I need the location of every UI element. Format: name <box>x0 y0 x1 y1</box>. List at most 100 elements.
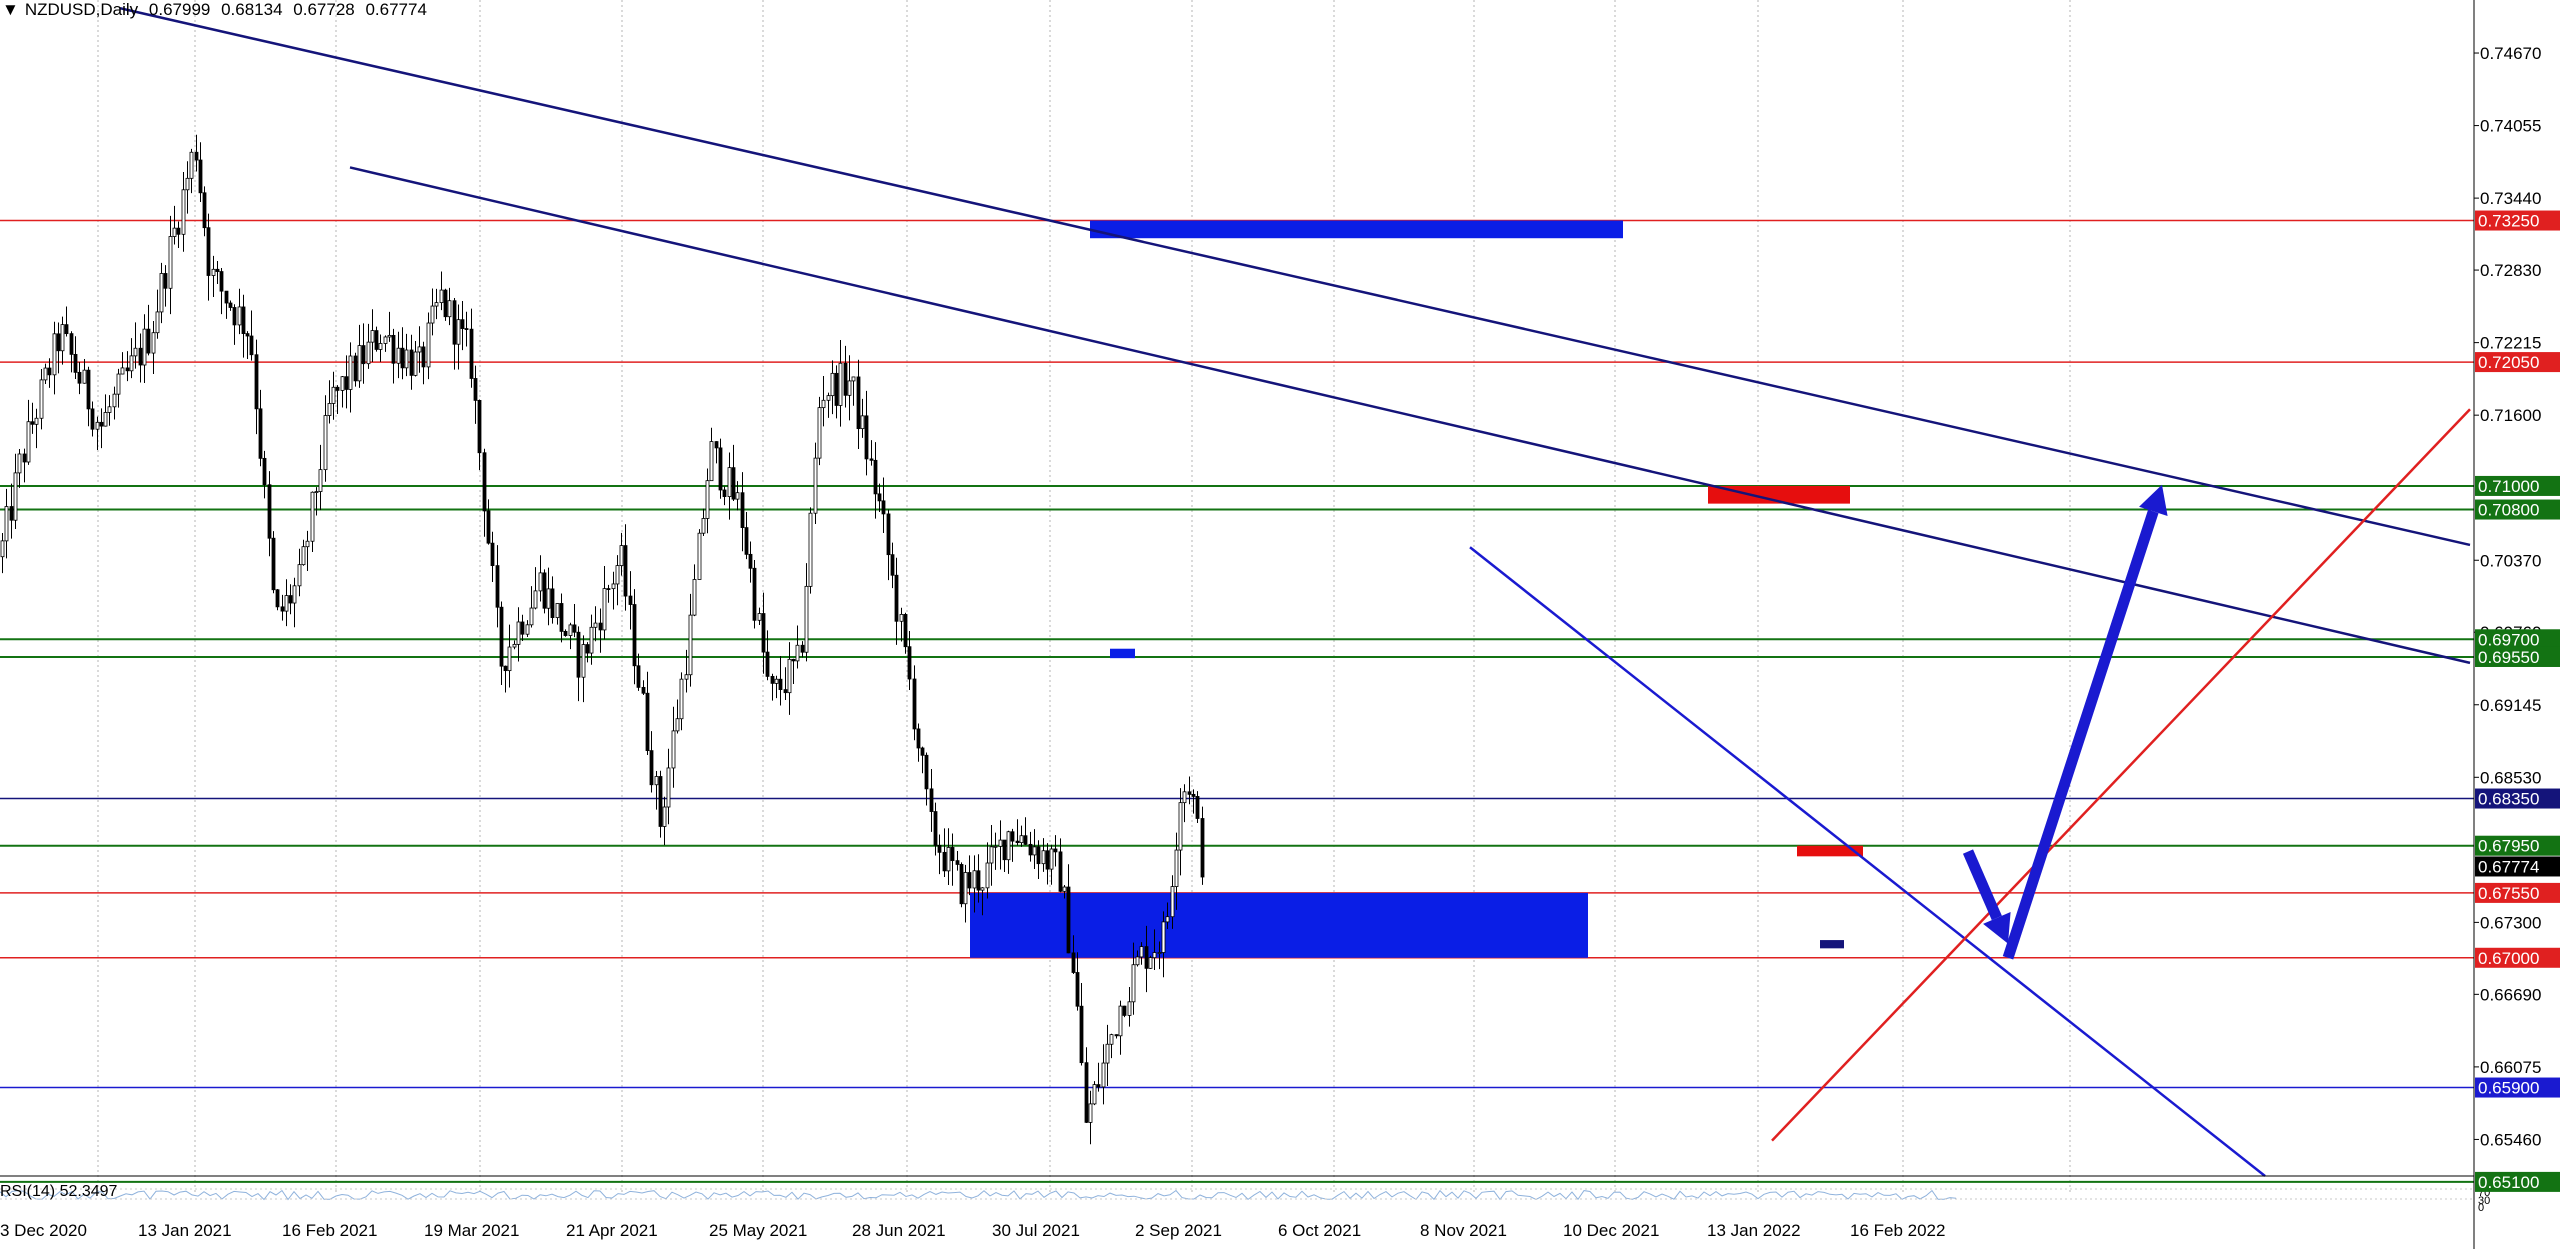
candle-body <box>387 334 392 338</box>
candle-body <box>1071 952 1076 973</box>
candle-body <box>628 595 633 605</box>
candle-body <box>598 622 603 631</box>
candle-body <box>22 453 27 463</box>
y-tick-label: 0.66075 <box>2480 1058 2541 1077</box>
level-price-tag <box>2475 788 2560 809</box>
candle-body <box>206 227 211 276</box>
x-tick-label: 16 Feb 2022 <box>1850 1221 1945 1240</box>
candle-body <box>237 306 242 326</box>
level-price-tag <box>2475 1171 2560 1192</box>
candle-body <box>86 369 91 410</box>
candle-body <box>434 302 439 307</box>
candle-body <box>219 271 224 292</box>
candle-body <box>654 776 659 786</box>
candle-body <box>181 189 186 235</box>
candle-body <box>645 692 650 752</box>
candle-body <box>331 386 336 404</box>
candle-body <box>477 399 482 454</box>
candle-body <box>752 567 757 621</box>
candle-body <box>112 393 117 408</box>
candle-body <box>82 369 87 384</box>
candle-body <box>512 643 517 648</box>
candle-body <box>318 469 323 492</box>
candle-body <box>138 347 143 366</box>
candle-body <box>731 467 736 500</box>
candle-body <box>198 159 203 194</box>
candle-body <box>125 367 130 372</box>
x-tick-label: 2 Sep 2021 <box>1135 1221 1222 1240</box>
x-tick-label: 8 Nov 2021 <box>1420 1221 1507 1240</box>
candle-body <box>843 362 848 396</box>
candle-body <box>834 372 839 406</box>
x-tick-label: 28 Jun 2021 <box>852 1221 946 1240</box>
candle-body <box>348 355 353 390</box>
candle-body <box>714 441 719 449</box>
candle-body <box>163 273 168 289</box>
candle-body <box>671 730 676 769</box>
candle-body <box>464 328 469 330</box>
candle-body <box>1028 843 1033 856</box>
y-tick-label: 0.72215 <box>2480 334 2541 353</box>
rsi-line <box>0 1189 1957 1201</box>
level-price-label: 0.67000 <box>2478 949 2539 968</box>
zone-rect <box>1090 220 1623 239</box>
candle-body <box>507 646 512 672</box>
candle-body <box>632 604 637 667</box>
candle-body <box>1109 1034 1114 1045</box>
candle-body <box>1170 886 1175 918</box>
candle-body <box>155 311 160 334</box>
trendline <box>1771 408 2471 1142</box>
candle-body <box>305 540 310 548</box>
candle-body <box>1062 886 1067 892</box>
candle-body <box>950 847 955 862</box>
level-price-tag <box>2475 475 2560 496</box>
candle-body <box>185 177 190 191</box>
candle-body <box>323 415 328 471</box>
candle-body <box>1144 946 1149 969</box>
candle-body <box>1152 952 1157 959</box>
candle-body <box>757 613 762 621</box>
candle-body <box>1122 1005 1127 1016</box>
candle-body <box>77 371 82 384</box>
candle-body <box>727 467 732 497</box>
candle-body <box>47 367 52 376</box>
candle-body <box>649 750 654 786</box>
candle-body <box>593 622 598 628</box>
candle-body <box>460 319 465 329</box>
high-value: 0.68134 <box>221 0 283 19</box>
candle-body <box>1015 840 1020 844</box>
candle-body <box>1165 916 1170 923</box>
candle-body <box>39 379 44 419</box>
candle-body <box>254 354 259 410</box>
candle-body <box>890 554 895 576</box>
candle-body <box>400 347 405 369</box>
level-price-tag <box>2475 646 2560 667</box>
candle-body <box>576 631 581 678</box>
candle-body <box>30 421 35 425</box>
rsi-label: RSI(14) 52.3497 <box>0 1183 118 1200</box>
candle-body <box>563 630 568 636</box>
candle-body <box>550 588 555 619</box>
y-tick-label: 0.74055 <box>2480 117 2541 136</box>
collapse-triangle-icon[interactable]: ▼ <box>2 0 19 19</box>
candle-body <box>499 606 504 667</box>
candle-body <box>456 319 461 345</box>
candle-body <box>1135 956 1140 966</box>
candle-body <box>697 532 702 580</box>
candle-body <box>9 506 14 521</box>
candle-body <box>989 846 994 864</box>
candle-body <box>280 606 285 612</box>
candle-body <box>262 457 267 486</box>
x-tick-label: 13 Jan 2021 <box>138 1221 232 1240</box>
candle-body <box>215 268 220 272</box>
x-tick-label: 13 Jan 2022 <box>1707 1221 1801 1240</box>
candle-body <box>370 330 375 343</box>
candle-body <box>340 376 345 391</box>
candle-body <box>297 564 302 587</box>
candle-body <box>1053 848 1058 853</box>
candle-body <box>447 300 452 318</box>
y-tick-label: 0.74670 <box>2480 44 2541 63</box>
level-price-tag <box>2475 210 2560 231</box>
candle-body <box>26 421 31 463</box>
